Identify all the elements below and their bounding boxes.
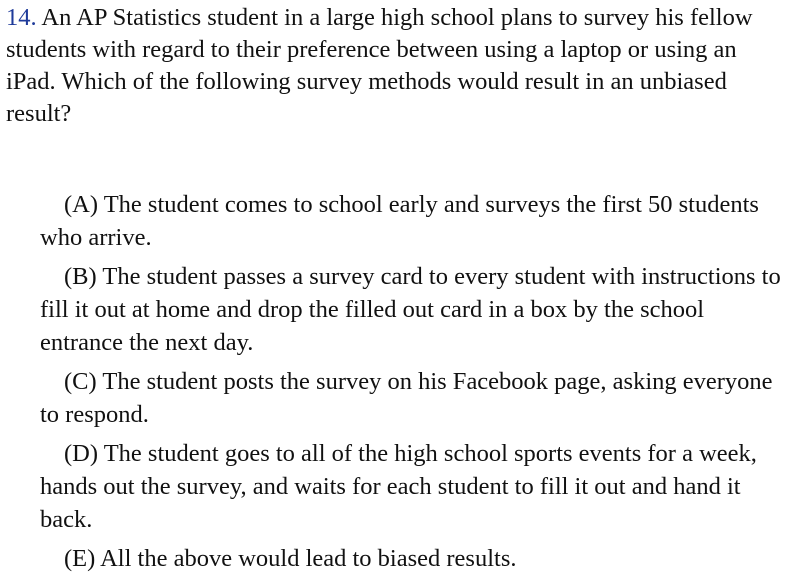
choice-e: (E) All the above would lead to biased r… xyxy=(40,542,790,575)
choice-d: (D) The student goes to all of the high … xyxy=(40,437,790,536)
choice-a-text: The student comes to school early and su… xyxy=(40,191,759,251)
choice-d-label: (D) xyxy=(64,440,99,467)
choice-b-label: (B) xyxy=(64,263,97,290)
choice-c-label: (C) xyxy=(64,368,97,395)
choice-c: (C) The student posts the survey on his … xyxy=(40,365,790,431)
answer-choices: (A) The student comes to school early an… xyxy=(40,188,790,581)
question-stem: 14. An AP Statistics student in a large … xyxy=(6,2,790,130)
question-number: 14. xyxy=(6,4,37,31)
choice-e-label: (E) xyxy=(64,545,96,572)
choice-b-text: The student passes a survey card to ever… xyxy=(40,263,781,356)
choice-e-text: All the above would lead to biased resul… xyxy=(100,545,517,572)
choice-c-text: The student posts the survey on his Face… xyxy=(40,368,773,428)
choice-d-text: The student goes to all of the high scho… xyxy=(40,440,757,533)
choice-b: (B) The student passes a survey card to … xyxy=(40,260,790,359)
choice-a: (A) The student comes to school early an… xyxy=(40,188,790,254)
question-text: An AP Statistics student in a large high… xyxy=(6,4,753,127)
choice-a-label: (A) xyxy=(64,191,99,218)
